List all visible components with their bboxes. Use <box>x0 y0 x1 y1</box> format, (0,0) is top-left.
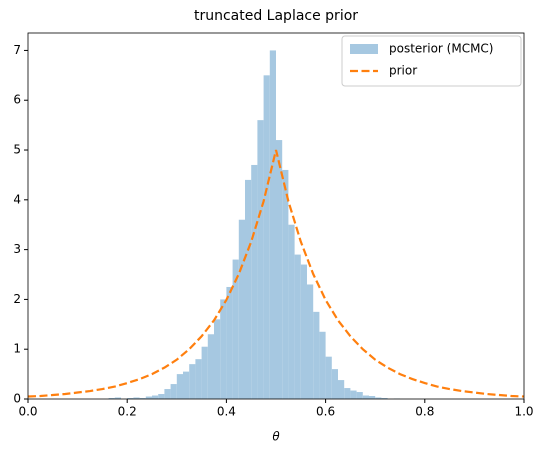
histogram-bar <box>282 170 288 399</box>
histogram-bar <box>195 359 201 399</box>
histogram-bar <box>295 255 301 399</box>
legend-label: prior <box>389 64 417 78</box>
x-tick-label: 0.6 <box>316 405 335 419</box>
histogram-bar <box>326 357 332 399</box>
histogram-bar <box>313 312 319 399</box>
histogram-bar <box>208 334 214 399</box>
legend-label: posterior (MCMC) <box>389 42 493 56</box>
histogram-bar <box>338 380 344 399</box>
histogram-bar <box>350 391 356 399</box>
histogram-bar <box>276 140 282 399</box>
histogram-bar <box>307 284 313 399</box>
histogram-bar <box>164 389 170 399</box>
histogram-bar <box>214 319 220 399</box>
y-tick-label: 1 <box>13 342 21 356</box>
histogram-bar <box>239 220 245 399</box>
histogram-bar <box>332 369 338 399</box>
histogram-bar <box>251 165 257 399</box>
histogram-bar <box>288 225 294 399</box>
histogram-bar <box>226 287 232 399</box>
x-tick-label: 1.0 <box>514 405 533 419</box>
histogram-bar <box>319 332 325 399</box>
y-tick-label: 5 <box>13 143 21 157</box>
histogram-bar <box>177 374 183 399</box>
x-tick-label: 0.8 <box>415 405 434 419</box>
x-axis-label: θ <box>272 430 280 444</box>
histogram-bar <box>270 50 276 399</box>
histogram-bar <box>158 394 164 399</box>
histogram-bar <box>171 384 177 399</box>
histogram-bar <box>220 299 226 399</box>
x-tick-label: 0.4 <box>217 405 236 419</box>
chart-title: truncated Laplace prior <box>194 8 358 24</box>
histogram-bar <box>245 180 251 399</box>
histogram-bar <box>257 120 263 399</box>
histogram-bar <box>357 392 363 399</box>
histogram-bar <box>369 396 375 399</box>
histogram-bar <box>189 364 195 399</box>
y-tick-label: 6 <box>13 93 21 107</box>
x-tick-label: 0.0 <box>18 405 37 419</box>
histogram-bar <box>344 388 350 399</box>
y-tick-label: 7 <box>13 43 21 57</box>
histogram-bar <box>301 265 307 399</box>
y-tick-label: 4 <box>13 192 21 206</box>
x-tick-label: 0.2 <box>118 405 137 419</box>
histogram-bar <box>183 372 189 399</box>
y-tick-label: 3 <box>13 242 21 256</box>
y-tick-label: 2 <box>13 292 21 306</box>
histogram-bar <box>363 396 369 399</box>
histogram-bar <box>152 396 158 399</box>
y-tick-label: 0 <box>13 392 21 406</box>
histogram-bar <box>264 75 270 399</box>
histogram-bar <box>202 347 208 399</box>
legend-swatch <box>350 44 378 54</box>
